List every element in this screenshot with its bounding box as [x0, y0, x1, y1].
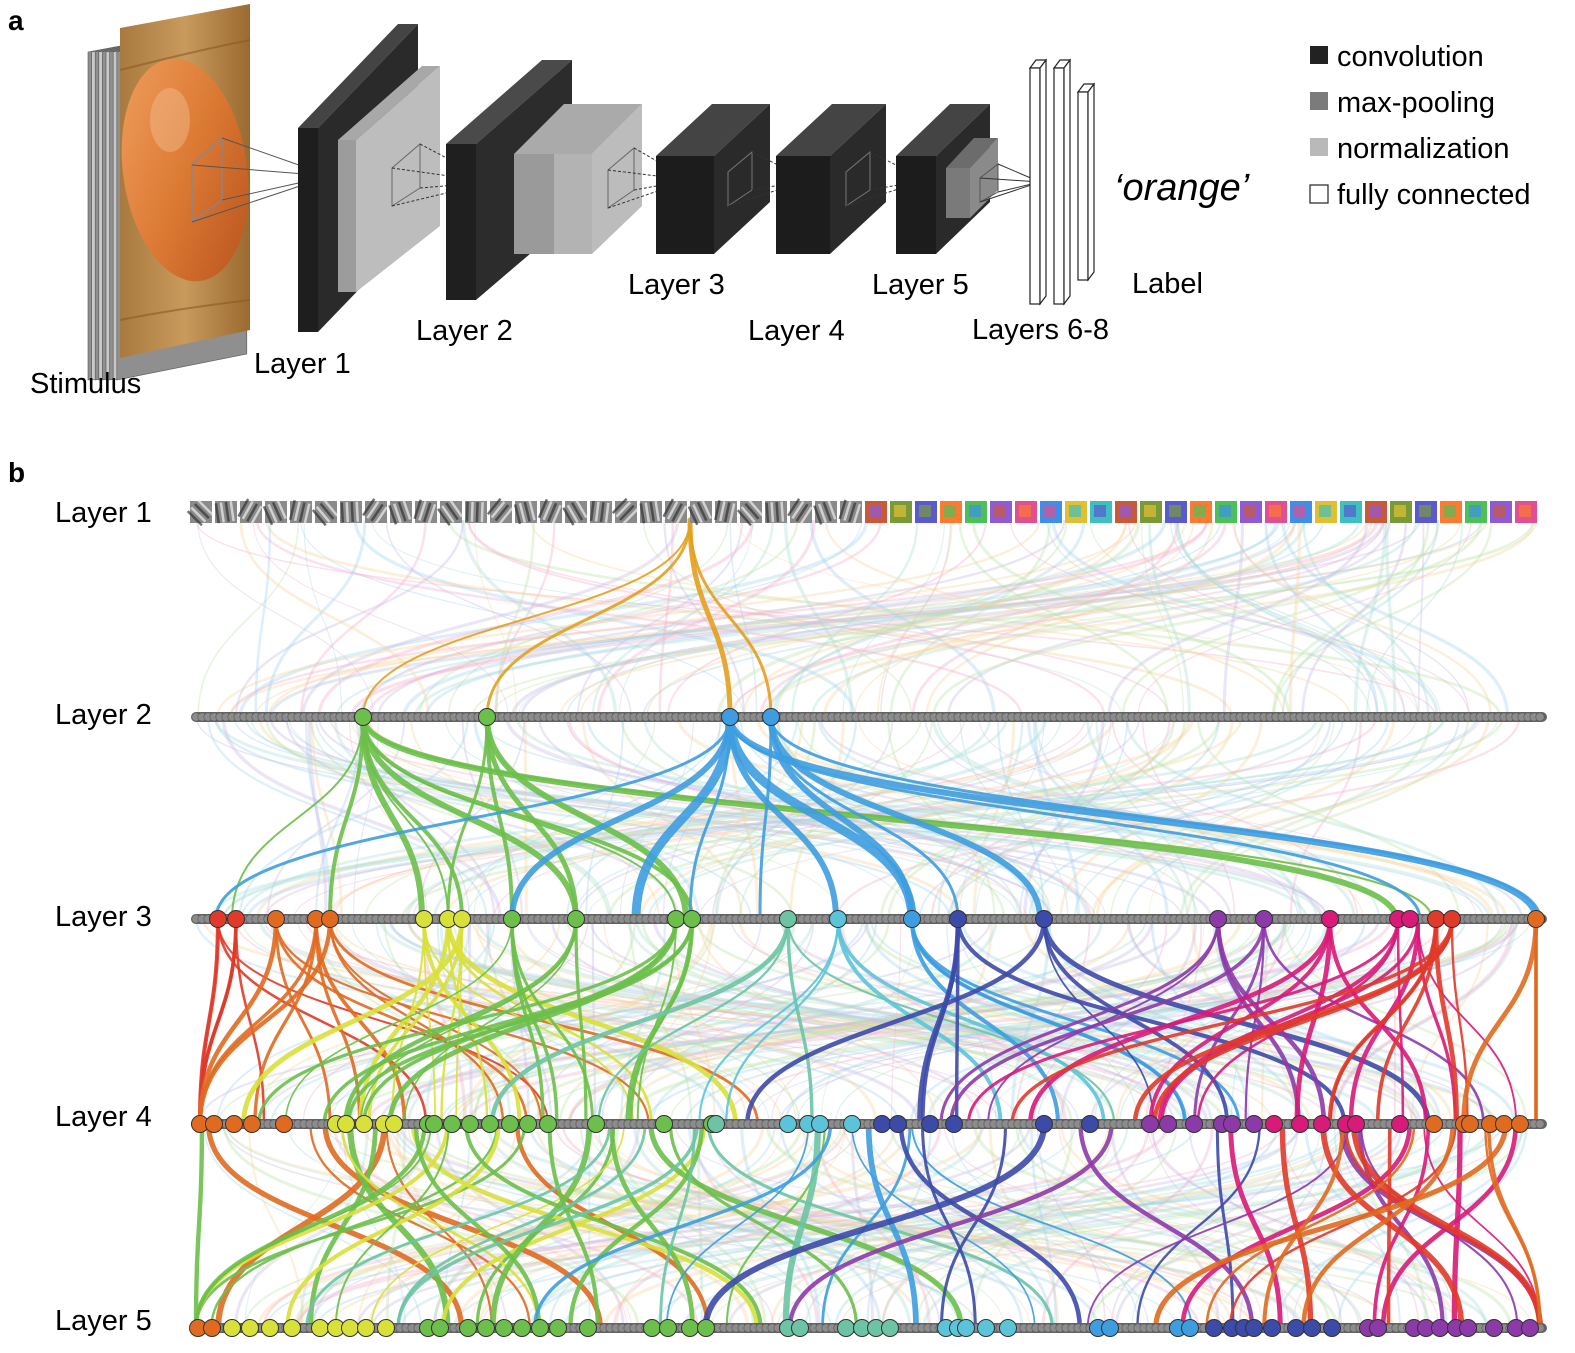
row-label-layer4: Layer 4: [55, 1101, 152, 1133]
layer4-block: [776, 104, 886, 254]
legend-swatch-convolution: [1310, 46, 1328, 64]
layer5-block: [896, 104, 999, 254]
fully-connected-blocks: [1028, 58, 1096, 306]
layer5-label: Layer 5: [872, 269, 969, 301]
panel-a: a Stimulus: [8, 4, 1530, 400]
panel-a-letter: a: [8, 5, 24, 36]
row-label-layer1: Layer 1: [55, 497, 152, 529]
layer4-label: Layer 4: [748, 315, 845, 347]
layer1-filter-thumbnails: [186, 497, 1537, 527]
panel-b-letter: b: [8, 457, 25, 488]
stimulus-label: Stimulus: [30, 368, 141, 400]
legend-swatch-max-pooling: [1310, 92, 1328, 110]
stimulus-image: [87, 4, 251, 381]
layers-6-8-label: Layers 6-8: [972, 314, 1109, 346]
legend: convolution max-pooling normalization fu…: [1309, 41, 1530, 211]
layer3-label: Layer 3: [628, 269, 725, 301]
layer1-label: Layer 1: [254, 348, 351, 380]
legend-label-max-pooling: max-pooling: [1337, 87, 1495, 119]
legend-label-normalization: normalization: [1337, 133, 1509, 165]
legend-label-fully-connected: fully connected: [1337, 179, 1530, 211]
panel-b: b Layer 1 Layer 2 Layer 3 Layer 4 Layer …: [8, 457, 1547, 1337]
layer3-block: [656, 104, 770, 254]
row-label-layer2: Layer 2: [55, 699, 152, 731]
highlighted-connections: [193, 517, 1543, 1332]
output-orange-label: ‘orange’: [1114, 167, 1250, 209]
label-label: Label: [1132, 268, 1203, 300]
legend-label-convolution: convolution: [1337, 41, 1484, 73]
layer1-block: [298, 24, 440, 332]
legend-swatch-normalization: [1310, 138, 1328, 156]
row-label-layer5: Layer 5: [55, 1305, 152, 1337]
legend-swatch-fully-connected: [1309, 184, 1329, 204]
row-label-layer3: Layer 3: [55, 901, 152, 933]
highlighted-nodes: [189, 708, 1545, 1337]
layer2-block: [446, 60, 642, 300]
layer2-label: Layer 2: [416, 315, 513, 347]
